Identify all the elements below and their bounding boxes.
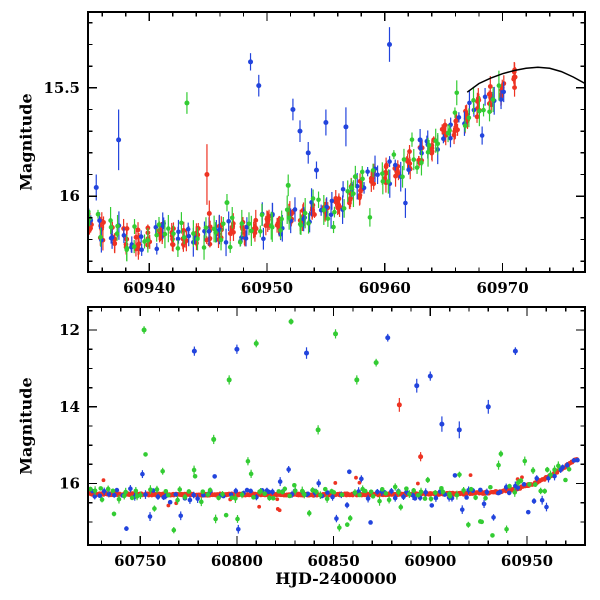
- svg-text:60950: 60950: [241, 279, 293, 297]
- svg-text:16: 16: [59, 475, 80, 493]
- svg-text:60900: 60900: [404, 552, 456, 570]
- svg-text:60800: 60800: [211, 552, 263, 570]
- svg-text:14: 14: [59, 398, 80, 416]
- svg-text:60850: 60850: [308, 552, 360, 570]
- bottom-y-axis-label: Magnitude: [16, 377, 36, 475]
- svg-text:60970: 60970: [476, 279, 528, 297]
- x-axis-label: HJD-2400000: [275, 569, 397, 588]
- svg-text:15.5: 15.5: [43, 79, 80, 97]
- svg-text:60750: 60750: [114, 552, 166, 570]
- svg-text:16: 16: [59, 187, 80, 205]
- svg-text:12: 12: [59, 321, 80, 339]
- svg-text:60960: 60960: [359, 279, 411, 297]
- top-y-axis-label: Magnitude: [16, 93, 36, 191]
- svg-text:60940: 60940: [123, 279, 175, 297]
- svg-text:60950: 60950: [501, 552, 553, 570]
